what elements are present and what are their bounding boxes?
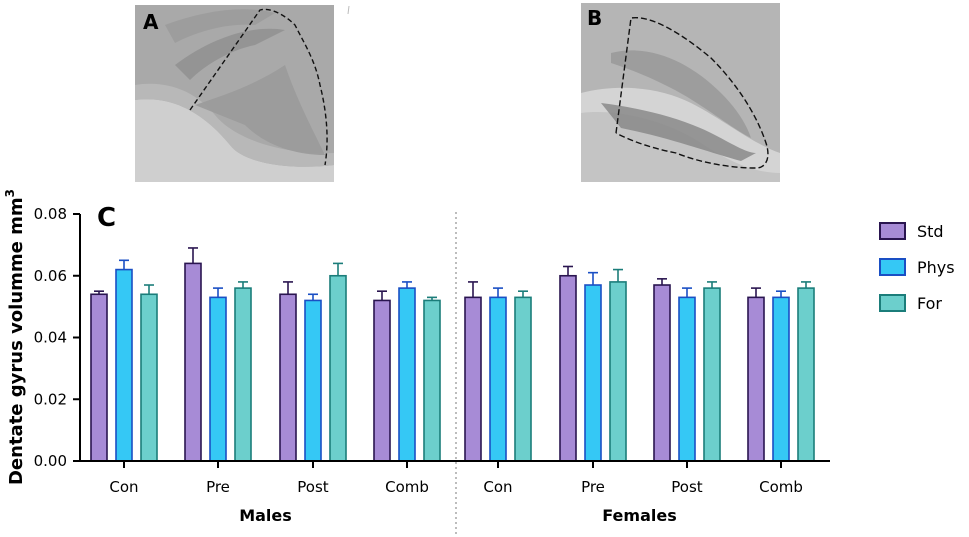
bar-phys: [678, 296, 696, 462]
legend-label-std: Std: [917, 222, 944, 241]
micrograph-b-image: B: [581, 3, 780, 182]
x-tick-label: Comb: [759, 478, 803, 496]
stray-mark: [347, 5, 350, 15]
bar-std: [373, 299, 391, 462]
micrograph-a-image: A: [135, 5, 334, 182]
bar-for: [329, 274, 347, 462]
x-tick-label: Con: [483, 478, 512, 496]
bar-std: [184, 262, 202, 462]
y-tick-label: 0.08: [34, 205, 67, 223]
bar-phys: [304, 299, 322, 462]
panel-b-label: B: [587, 6, 602, 30]
group-label-females: Females: [602, 506, 676, 525]
bar-for: [514, 296, 532, 462]
bar-for: [609, 281, 627, 462]
legend-swatch-std: [879, 222, 906, 240]
y-axis-ticks: 0.00 0.02 0.04 0.06 0.08: [34, 205, 80, 470]
group-labels: Males Females: [239, 506, 677, 525]
y-axis-title-superscript: 3: [3, 189, 17, 197]
y-tick-label: 0.02: [34, 390, 67, 408]
bar-series: [90, 247, 815, 462]
x-tick-label: Con: [109, 478, 138, 496]
legend-label-for: For: [917, 294, 942, 313]
legend-label-phys: Phys: [917, 258, 955, 277]
bar-phys: [772, 296, 790, 462]
group-label-males: Males: [239, 506, 292, 525]
bar-std: [747, 296, 765, 462]
bar-for: [703, 287, 721, 462]
bar-std: [464, 296, 482, 462]
svg-text:Dentate gyrus volumme mm3: Dentate gyrus volumme mm3: [3, 189, 27, 485]
legend: Std Phys For: [879, 222, 955, 313]
bar-phys: [584, 284, 602, 462]
bar-phys: [209, 296, 227, 462]
y-tick-label: 0.06: [34, 267, 67, 285]
x-tick-label: Pre: [206, 478, 230, 496]
panel-a-label: A: [143, 10, 159, 34]
micrograph-panel-b: B: [581, 3, 780, 182]
x-tick-label: Post: [297, 478, 329, 496]
y-axis-title: Dentate gyrus volumme mm3: [3, 189, 27, 485]
x-axis-labels: Con Pre Post Comb Con Pre Post Comb: [109, 461, 803, 496]
x-tick-label: Pre: [581, 478, 605, 496]
micrograph-panel-a: A: [135, 5, 334, 182]
bar-std: [90, 293, 108, 462]
bar-for: [797, 287, 815, 462]
x-tick-label: Comb: [385, 478, 429, 496]
legend-swatch-for: [879, 294, 906, 312]
bar-phys: [115, 268, 133, 462]
bar-for: [423, 299, 441, 462]
bar-for: [140, 293, 158, 462]
bar-std: [279, 293, 297, 462]
bar-std: [653, 284, 671, 462]
legend-swatch-phys: [879, 258, 906, 276]
y-tick-label: 0.00: [34, 452, 67, 470]
bar-for: [234, 287, 252, 462]
bar-phys: [398, 287, 416, 462]
bar-std: [559, 274, 577, 462]
panel-c-label: C: [97, 203, 116, 233]
x-tick-label: Post: [671, 478, 703, 496]
bar-phys: [489, 296, 507, 462]
y-axis-title-text: Dentate gyrus volumme mm: [6, 197, 27, 485]
y-tick-label: 0.04: [34, 329, 67, 347]
